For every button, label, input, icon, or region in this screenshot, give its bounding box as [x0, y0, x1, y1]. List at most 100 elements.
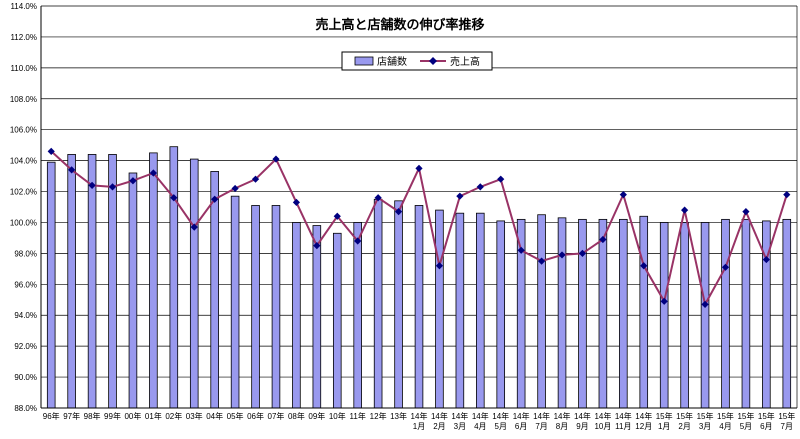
- y-tick-label: 112.0%: [10, 33, 37, 42]
- x-tick-label: 2月: [433, 422, 445, 431]
- marker-sales: [517, 246, 525, 254]
- x-tick-label: 14年: [492, 411, 509, 421]
- x-tick-label: 6月: [515, 422, 527, 431]
- bar-stores: [578, 218, 587, 409]
- marker-sales: [660, 297, 668, 305]
- y-tick-label: 114.0%: [10, 2, 37, 11]
- x-tick-label: 9月: [576, 422, 588, 431]
- legend-label-sales: 売上高: [450, 55, 480, 68]
- x-tick-label: 7月: [535, 422, 547, 431]
- marker-sales: [619, 191, 627, 199]
- x-tick-label: 99年: [104, 411, 121, 421]
- x-tick-label: 4月: [474, 422, 486, 431]
- marker-sales: [251, 175, 260, 183]
- bar-stores: [741, 218, 751, 409]
- x-tick-label: 5月: [740, 422, 752, 431]
- bar-stores: [46, 161, 56, 409]
- x-tick-label: 12月: [635, 422, 652, 431]
- bar-stores: [619, 218, 628, 409]
- x-tick-label: 3月: [454, 422, 466, 431]
- y-tick-label: 106.0%: [10, 126, 37, 135]
- y-tick-label: 110.0%: [10, 64, 37, 73]
- y-tick-label: 88.0%: [14, 404, 37, 413]
- marker-sales: [313, 242, 321, 250]
- marker-sales: [231, 184, 239, 193]
- bar-stores: [292, 222, 301, 409]
- bar-stores: [128, 172, 138, 409]
- bar-stores: [251, 205, 260, 409]
- marker-sales: [394, 208, 403, 216]
- bar-stores: [700, 222, 710, 409]
- marker-sales: [415, 164, 423, 172]
- y-tick-label: 98.0%: [14, 249, 37, 258]
- bar-stores: [659, 222, 669, 409]
- marker-sales: [476, 183, 484, 191]
- bar-stores: [332, 232, 342, 409]
- x-tick-label: 15年: [717, 411, 734, 421]
- marker-sales: [170, 194, 178, 202]
- x-tick-label: 15年: [758, 411, 775, 421]
- x-tick-label: 14年: [431, 411, 448, 421]
- x-tick-label: 1月: [658, 422, 670, 431]
- bar-stores: [189, 158, 199, 409]
- marker-sales: [47, 147, 55, 155]
- x-tick-label: 11月: [615, 422, 631, 431]
- x-tick-label: 14年: [554, 411, 571, 421]
- x-tick-label: 2月: [678, 422, 690, 431]
- x-tick-label: 14年: [411, 411, 428, 421]
- x-tick-label: 3月: [699, 422, 711, 431]
- bar-stores: [353, 222, 362, 409]
- bar-stores: [721, 218, 730, 409]
- bar-stores: [782, 218, 792, 409]
- bar-stores: [598, 218, 608, 409]
- chart-title: 売上高と店舗数の伸び率推移: [315, 17, 484, 32]
- marker-sales: [272, 155, 280, 163]
- x-tick-label: 02年: [165, 411, 182, 421]
- x-tick-label: 15年: [656, 411, 673, 421]
- marker-sales: [701, 300, 709, 309]
- bar-stores: [149, 152, 158, 409]
- y-tick-label: 92.0%: [14, 342, 37, 351]
- bar-stores: [435, 209, 444, 409]
- x-tick-label: 15年: [676, 411, 693, 421]
- marker-sales: [211, 195, 219, 203]
- marker-sales: [783, 191, 791, 199]
- marker-sales: [333, 212, 341, 220]
- x-tick-label: 1月: [413, 422, 425, 431]
- bar-stores: [680, 222, 689, 409]
- x-tick-label: 14年: [472, 411, 489, 421]
- marker-sales: [599, 235, 607, 244]
- y-tick-label: 104.0%: [10, 157, 37, 166]
- legend-label-stores: 店舗数: [377, 55, 407, 68]
- marker-sales: [742, 208, 750, 216]
- x-tick-label: 98年: [84, 411, 101, 421]
- marker-sales: [721, 263, 730, 271]
- bar-stores: [312, 225, 322, 409]
- marker-sales: [497, 175, 505, 183]
- x-tick-label: 14年: [513, 411, 530, 421]
- bar-stores: [455, 212, 465, 409]
- y-tick-label: 102.0%: [10, 188, 37, 197]
- y-tick-label: 96.0%: [14, 280, 37, 289]
- x-tick-label: 11年: [350, 411, 366, 421]
- x-tick-label: 96年: [43, 411, 60, 421]
- bar-stores: [108, 154, 117, 409]
- x-tick-label: 01年: [145, 411, 162, 421]
- x-tick-label: 03年: [186, 411, 203, 421]
- marker-sales: [68, 166, 76, 174]
- x-tick-label: 05年: [227, 411, 244, 421]
- bar-stores: [230, 195, 240, 409]
- legend-swatch-stores: [354, 56, 374, 66]
- x-tick-label: 6月: [760, 422, 772, 431]
- x-tick-label: 07年: [268, 411, 285, 421]
- marker-sales: [681, 206, 689, 214]
- bar-stores: [476, 212, 485, 409]
- marker-sales: [129, 177, 137, 185]
- bar-stores: [394, 200, 403, 409]
- x-tick-label: 14年: [635, 411, 652, 421]
- x-tick-label: 12年: [370, 411, 387, 421]
- marker-sales: [558, 251, 566, 259]
- bar-stores: [373, 198, 383, 409]
- marker-sales: [88, 181, 96, 189]
